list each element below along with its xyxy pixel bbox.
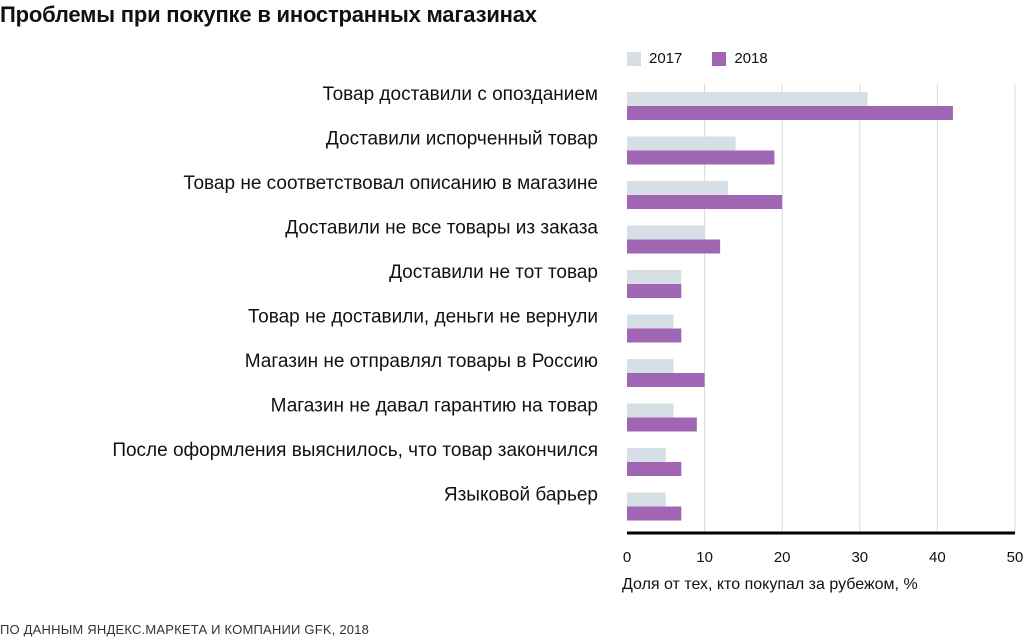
bar-2017-9 (627, 448, 666, 462)
bar-2017-1 (627, 92, 868, 106)
bar-2018-8 (627, 417, 697, 432)
legend-label-2018: 2018 (734, 50, 768, 67)
category-label-1: Товар доставили с опозданием (322, 84, 598, 105)
source-note: ПО ДАННЫМ ЯНДЕКС.МАРКЕТА И КОМПАНИИ GFK,… (0, 622, 370, 637)
legend-swatch-2018 (712, 51, 727, 66)
category-label-5: Доставили не тот товар (389, 262, 598, 283)
bar-2017-3 (627, 181, 728, 195)
bar-2017-10 (627, 492, 666, 507)
category-label-10: Языковой барьер (444, 485, 598, 506)
bar-2018-7 (627, 373, 705, 387)
x-tick-label-20: 20 (774, 549, 791, 566)
bar-2018-3 (627, 195, 783, 209)
chart-title: Проблемы при покупке в иностранных магаз… (0, 2, 537, 27)
bar-2017-7 (627, 359, 674, 373)
bar-2018-9 (627, 462, 682, 476)
x-tick-label-30: 30 (851, 549, 868, 566)
legend: 2017 2018 (627, 50, 798, 67)
category-label-7: Магазин не отправлял товары в Россию (245, 351, 598, 372)
category-label-8: Магазин не давал гарантию на товар (271, 396, 598, 417)
bar-2018-10 (627, 506, 682, 521)
bar-2017-6 (627, 314, 674, 329)
bar-2017-5 (627, 270, 682, 284)
x-tick-label-10: 10 (696, 549, 713, 566)
category-label-6: Товар не доставили, деньги не вернули (248, 307, 598, 328)
bar-2018-6 (627, 328, 682, 343)
bar-2017-2 (627, 136, 736, 151)
bar-2018-4 (627, 239, 721, 254)
category-label-4: Доставили не все товары из заказа (285, 218, 598, 239)
bar-2017-8 (627, 403, 674, 418)
category-label-9: После оформления выяснилось, что товар з… (112, 440, 598, 461)
category-label-3: Товар не соответствовал описанию в магаз… (183, 173, 598, 194)
x-tick-label-40: 40 (929, 549, 946, 566)
bar-2018-5 (627, 284, 682, 298)
legend-item-2017: 2017 (627, 50, 682, 67)
legend-item-2018: 2018 (712, 50, 768, 67)
x-axis-label: Доля от тех, кто покупал за рубежом, % (622, 576, 918, 593)
bar-2017-4 (627, 225, 705, 240)
legend-label-2017: 2017 (649, 50, 683, 67)
bar-2018-2 (627, 150, 775, 165)
legend-swatch-2017 (627, 51, 641, 66)
x-tick-label-50: 50 (1007, 549, 1024, 566)
bar-2018-1 (627, 106, 953, 120)
category-label-2: Доставили испорченный товар (326, 129, 598, 150)
x-tick-label-0: 0 (623, 549, 631, 566)
